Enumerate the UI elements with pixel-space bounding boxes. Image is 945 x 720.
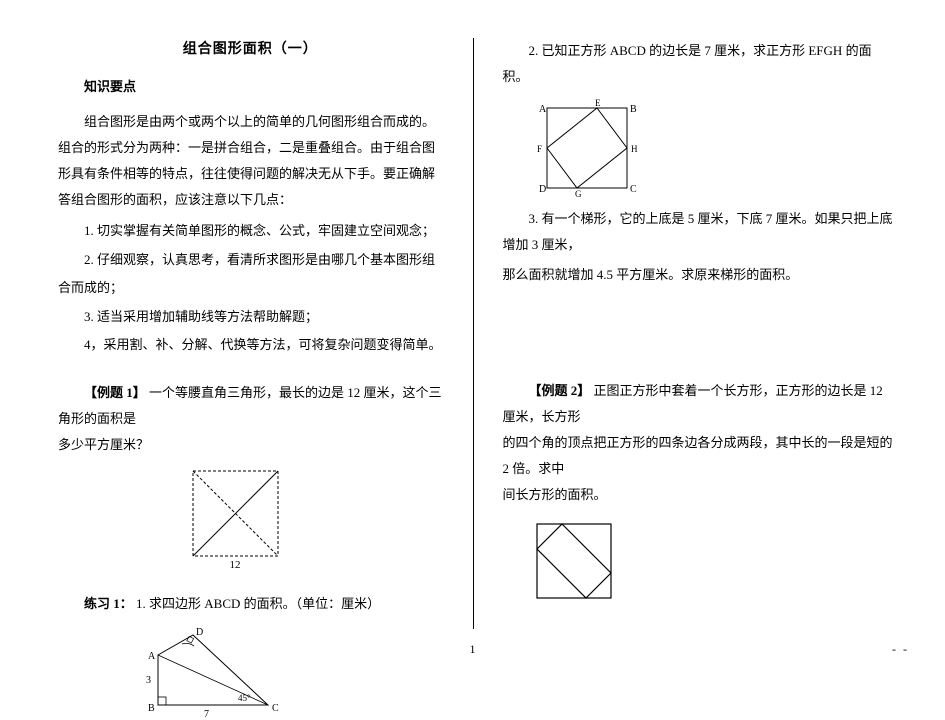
example-1-text-b: 多少平方厘米？ (58, 432, 443, 458)
practice-1-q1: 1. 求四边形 ABCD 的面积。（单位：厘米） (136, 596, 380, 611)
example-2-text-b: 的四个角的顶点把正方形的四条边各分成两段，其中长的一段是短的 2 倍。求中 (503, 430, 898, 482)
fig-q2-G: G (575, 189, 582, 198)
fig1-label-12: 12 (230, 559, 241, 571)
fig-q2-F: F (537, 144, 542, 154)
question-3-a: 3. 有一个梯形，它的上底是 5 厘米，下底 7 厘米。如果只把上底增加 3 厘… (503, 206, 898, 258)
fig-q2-A: A (539, 104, 547, 115)
left-column: 组合图形面积（一） 知识要点 组合图形是由两个或两个以上的简单的几何图形组合而成… (0, 0, 473, 669)
fig-p1-7: 7 (204, 709, 209, 720)
fig-p1-A: A (148, 651, 156, 662)
fig-q2-H: H (631, 144, 638, 154)
right-column: 2. 已知正方形 ABCD 的边长是 7 厘米，求正方形 EFGH 的面积。 A… (473, 0, 945, 669)
fig-q2-B: B (630, 104, 637, 115)
practice-1-label: 练习 1： (84, 596, 133, 611)
fig-p1-3: 3 (146, 675, 151, 686)
question-2-figure: A B C D E F G H (529, 98, 898, 198)
example-2-text-c: 间长方形的面积。 (503, 482, 898, 508)
page-number: 1 (470, 642, 476, 657)
example-2: 【例题 2】 正图正方形中套着一个长方形，正方形的边长是 12 厘米，长方形 的… (503, 378, 898, 508)
question-3-b: 那么面积就增加 4.5 平方厘米。求原来梯形的面积。 (503, 262, 898, 288)
fig-q2-D: D (539, 184, 546, 195)
fig-q2-C: C (630, 184, 637, 195)
point-2: 2. 仔细观察，认真思考，看清所求图形是由哪几个基本图形组合而成的； (58, 246, 443, 303)
fig-p1-B: B (148, 703, 155, 714)
practice-1-figure: A B C D 3 7 45° (138, 625, 443, 720)
example-1: 【例题 1】 一个等腰直角三角形，最长的边是 12 厘米，这个三角形的面积是 多… (58, 380, 443, 458)
footer-dash: - - (892, 642, 909, 657)
fig-p1-C: C (272, 703, 279, 714)
fig-p1-45: 45° (238, 693, 251, 703)
knowledge-heading: 知识要点 (58, 76, 443, 95)
example-2-label: 【例题 2】 (529, 383, 591, 398)
example-2-figure (529, 516, 898, 606)
point-1: 1. 切实掌握有关简单图形的概念、公式，牢固建立空间观念； (58, 217, 443, 246)
example-1-figure: 12 (188, 466, 443, 571)
point-4: 4，采用割、补、分解、代换等方法，可将复杂问题变得简单。 (58, 331, 443, 360)
practice-1: 练习 1： 1. 求四边形 ABCD 的面积。（单位：厘米） (58, 591, 443, 617)
page-title: 组合图形面积（一） (58, 38, 443, 58)
intro-paragraph: 组合图形是由两个或两个以上的简单的几何图形组合而成的。组合的形式分为两种：一是拼… (58, 109, 443, 213)
fig-p1-D: D (196, 627, 203, 638)
point-3: 3. 适当采用增加辅助线等方法帮助解题； (58, 303, 443, 332)
fig-q2-E: E (595, 98, 601, 108)
question-2: 2. 已知正方形 ABCD 的边长是 7 厘米，求正方形 EFGH 的面积。 (503, 38, 898, 90)
example-1-label: 【例题 1】 (84, 385, 146, 400)
